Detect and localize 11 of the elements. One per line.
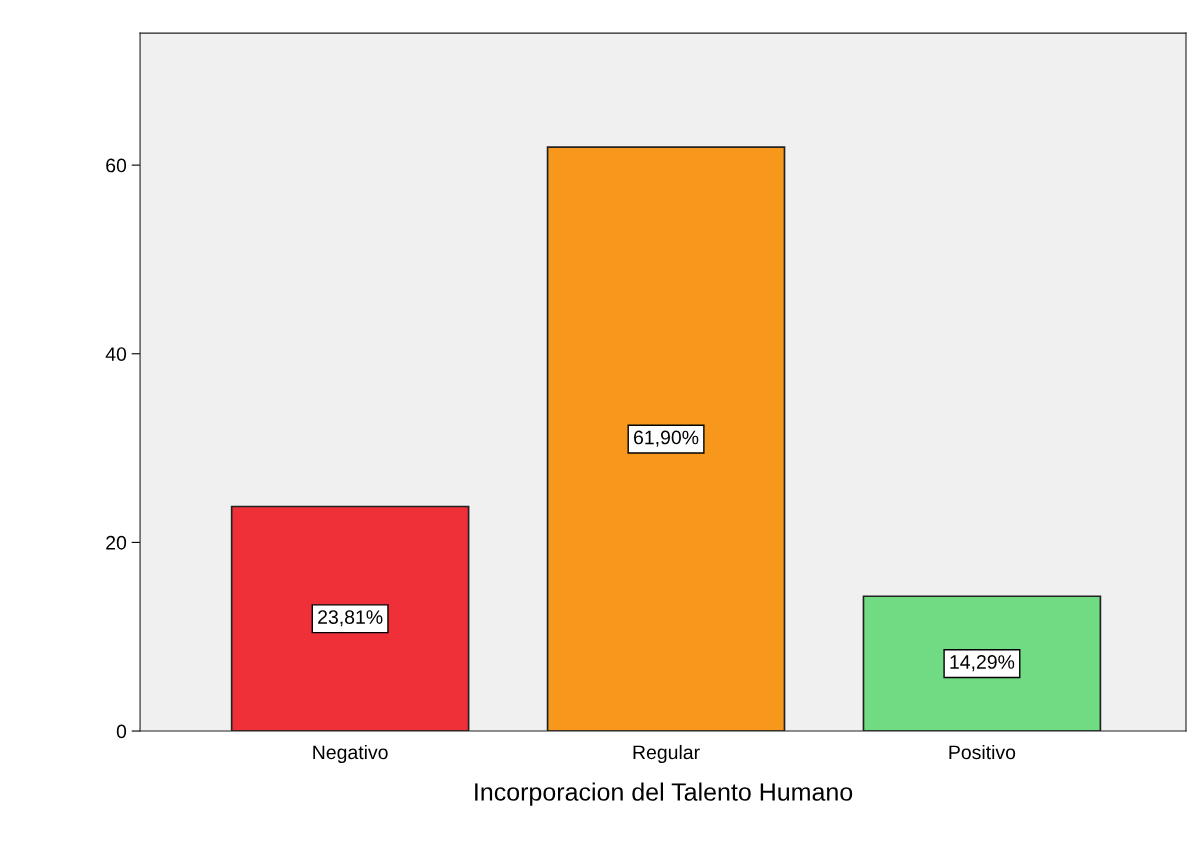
data-label: 61,90% bbox=[634, 430, 699, 447]
x-tick-label: Positivo bbox=[949, 744, 1016, 760]
x-tick-label: Regular bbox=[633, 744, 700, 764]
y-tick-label: 40 bbox=[105, 347, 127, 361]
x-tick-label: Negativo bbox=[313, 744, 388, 764]
data-label: 23,81% bbox=[318, 610, 383, 627]
x-axis-title: Incorporacion del Talento Humano bbox=[475, 782, 853, 806]
y-tick-label: 0 bbox=[116, 724, 127, 739]
y-tick-label: 20 bbox=[106, 535, 127, 550]
data-label: 14,29% bbox=[950, 655, 1015, 672]
y-tick-label: 60 bbox=[106, 158, 127, 173]
